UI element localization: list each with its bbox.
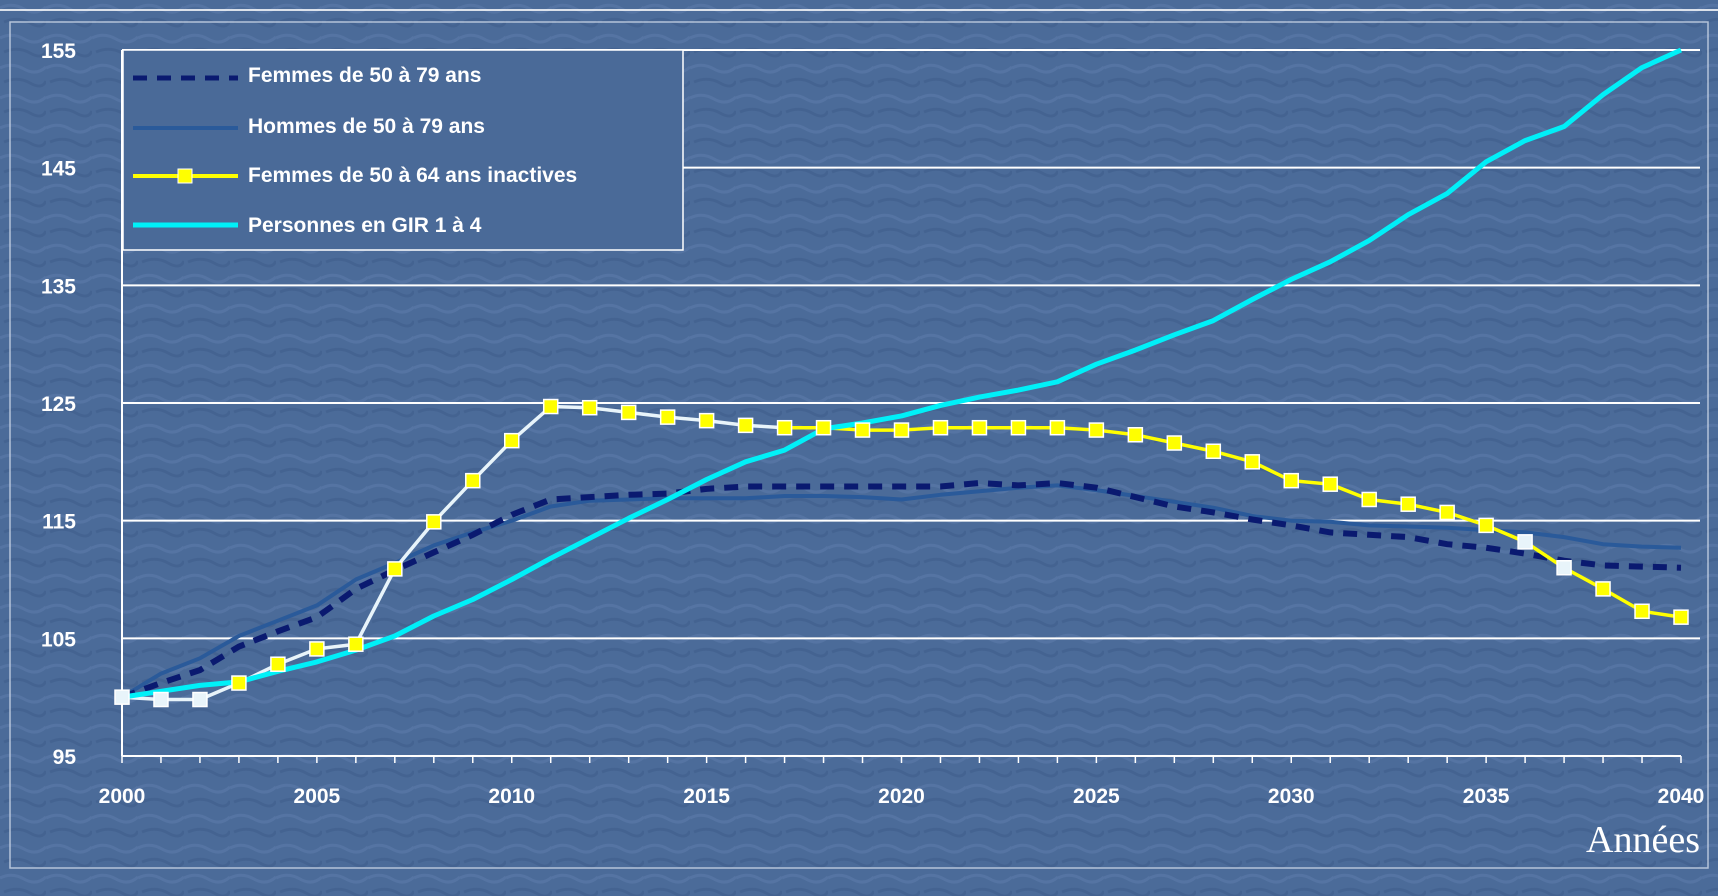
axes xyxy=(121,50,1682,763)
series-marker-femmes-inactives xyxy=(893,422,910,438)
series-marker-femmes-inactives xyxy=(1673,609,1689,625)
series-line-gir-1-4 xyxy=(121,47,1683,700)
y-tick-label: 95 xyxy=(53,746,77,769)
series-marker-femmes-inactives xyxy=(776,419,793,436)
x-tick-label: 2010 xyxy=(488,785,535,808)
series-marker-femmes-inactives xyxy=(1595,581,1611,597)
x-tick-label: 2015 xyxy=(683,785,730,808)
x-tick-label: 2030 xyxy=(1268,785,1315,808)
series-marker-femmes-inactives xyxy=(270,656,286,672)
series-marker-femmes-inactives xyxy=(1166,435,1183,451)
series-marker-femmes-inactives xyxy=(309,641,325,657)
series-marker-femmes-inactives xyxy=(1556,559,1572,576)
series-marker-femmes-inactives xyxy=(153,691,169,708)
series-marker-femmes-inactives xyxy=(815,419,832,436)
x-tick-label: 2040 xyxy=(1658,785,1705,808)
series-marker-femmes-inactives xyxy=(737,417,754,434)
series-marker-femmes-inactives xyxy=(114,689,130,705)
series-marker-femmes-inactives xyxy=(698,412,715,429)
series-marker-femmes-inactives xyxy=(1517,534,1533,550)
legend-label-gir: Personnes en GIR 1 à 4 xyxy=(248,214,482,237)
series-marker-femmes-inactives xyxy=(581,399,598,416)
y-tick-label: 105 xyxy=(41,628,76,651)
legend-box xyxy=(122,49,684,251)
legend-label-hommes-50-79: Hommes de 50 à 79 ans xyxy=(248,115,485,138)
legend-label-femmes-50-79: Femmes de 50 à 79 ans xyxy=(248,64,481,87)
x-tick-label: 2000 xyxy=(99,785,146,808)
x-tick-label: 2020 xyxy=(878,785,925,808)
series-marker-femmes-inactives xyxy=(932,419,949,436)
series-marker-femmes-inactives xyxy=(231,675,247,691)
series-marker-femmes-inactives xyxy=(1634,603,1650,620)
series-marker-femmes-inactives xyxy=(1439,504,1455,521)
series-line-femmes-50-79 xyxy=(120,479,1682,701)
series-marker-femmes-inactives xyxy=(1283,472,1299,489)
y-tick-labels: 95 105 115 125 135 145 155 xyxy=(41,40,76,769)
series-segment-femmes-inactives xyxy=(354,567,397,646)
series-marker-femmes-inactives xyxy=(1205,443,1222,459)
chart-frame xyxy=(9,21,1709,869)
legend-marker-femmes-inactives xyxy=(177,168,193,184)
series-marker-femmes-inactives xyxy=(1049,419,1066,436)
series-marker-femmes-inactives xyxy=(1244,454,1261,470)
x-tick-label: 2035 xyxy=(1463,785,1510,808)
series-marker-femmes-inactives xyxy=(1361,491,1377,508)
series-marker-femmes-inactives xyxy=(659,409,676,425)
series-segment-femmes-inactives xyxy=(393,520,436,571)
legend: Femmes de 50 à 79 ans Hommes de 50 à 79 … xyxy=(122,49,684,251)
series-marker-femmes-inactives xyxy=(192,691,208,708)
series-marker-femmes-inactives xyxy=(620,404,637,421)
y-tick-label: 135 xyxy=(41,275,76,298)
series-marker-femmes-inactives xyxy=(542,398,559,415)
series-line-hommes-50-79 xyxy=(120,483,1682,699)
y-tick-label: 145 xyxy=(41,158,76,181)
legend-label-femmes-inactives: Femmes de 50 à 64 ans inactives xyxy=(248,164,577,187)
series-marker-femmes-inactives xyxy=(971,419,988,436)
y-tick-label: 115 xyxy=(42,511,76,534)
series-marker-femmes-inactives xyxy=(504,432,520,449)
series-marker-femmes-inactives xyxy=(1010,419,1027,436)
series-marker-femmes-inactives xyxy=(1322,476,1338,492)
y-tick-label: 155 xyxy=(41,40,76,63)
series-marker-femmes-inactives xyxy=(1400,496,1416,512)
series-marker-femmes-inactives xyxy=(1478,517,1494,534)
x-tick-labels: 2000 2005 2010 2015 2020 2025 2030 2035 2040 xyxy=(99,785,1705,808)
series-marker-femmes-inactives xyxy=(1127,427,1144,443)
series-layer xyxy=(114,47,1689,708)
series-marker-femmes-inactives xyxy=(465,472,481,489)
series-marker-femmes-inactives xyxy=(426,514,442,530)
series-marker-femmes-inactives xyxy=(1088,422,1105,438)
x-axis-title: Années xyxy=(1586,819,1700,861)
series-marker-femmes-inactives xyxy=(854,422,871,438)
x-tick-label: 2005 xyxy=(294,785,341,808)
series-marker-femmes-inactives xyxy=(348,636,364,652)
series-marker-femmes-inactives xyxy=(387,561,403,577)
y-tick-label: 125 xyxy=(41,393,76,416)
x-tick-label: 2025 xyxy=(1073,785,1120,808)
